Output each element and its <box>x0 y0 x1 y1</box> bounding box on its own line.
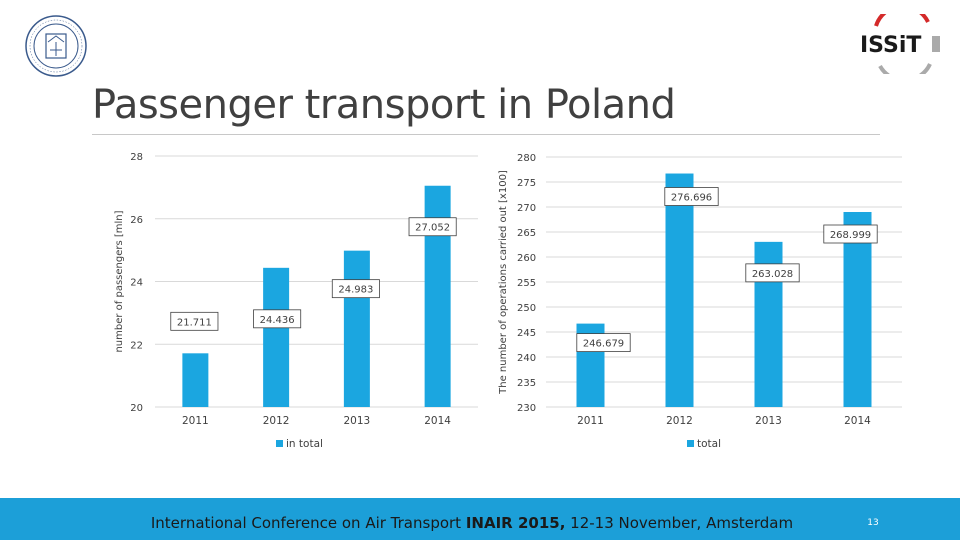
chart2-y-tick-label: 270 <box>517 203 536 214</box>
chart1-data-label: 27.052 <box>415 223 450 234</box>
chart1-y-axis-label: number of passengers [mln] <box>114 210 125 352</box>
chart1-y-tick-label: 22 <box>130 340 143 351</box>
chart1-y-tick-label: 26 <box>130 215 143 226</box>
chart2-data-label-box <box>745 263 800 283</box>
chart2-y-tick-label: 245 <box>517 328 536 339</box>
chart1-x-tick-label: 2013 <box>344 415 371 427</box>
chart2-y-tick-label: 265 <box>517 228 536 239</box>
chart1-data-label-box <box>253 309 302 329</box>
chart2-data-label-box <box>664 187 719 206</box>
chart1-y-tick-label: 20 <box>130 403 143 414</box>
chart2-y-axis-label: The number of operations carried out [x1… <box>498 170 509 395</box>
passengers-chart: 20 22 24 26 28 2011 21.711 2012 24.436 2013 24.983… <box>114 152 478 450</box>
footer-bold: INAIR 2015, <box>465 514 566 532</box>
chart2-data-label: 268.999 <box>830 230 871 241</box>
chart2-y-tick-label: 275 <box>517 178 536 189</box>
issit-logo: ISSiT <box>860 14 940 74</box>
operations-chart: 230 235 240 245 250 255 260 265 270 275 280 2011 246… <box>498 153 902 450</box>
chart1-x-tick-label: 2012 <box>263 415 290 427</box>
footer-bar <box>0 498 960 540</box>
chart2-data-label-box <box>823 224 878 244</box>
page-number: 13 <box>867 518 879 528</box>
chart1-data-label: 24.436 <box>260 315 295 326</box>
chart1-x-tick-label: 2011 <box>182 415 209 427</box>
chart2-data-label-box <box>576 333 631 353</box>
logo-text: ISSiT <box>860 33 921 58</box>
chart2-x-tick-label: 2011 <box>577 415 604 427</box>
chart2-x-tick-label: 2014 <box>844 415 871 427</box>
footer-text: International Conference on Air Transpor… <box>0 514 944 532</box>
chart2-bar <box>665 173 694 407</box>
chart2-bar <box>843 212 872 407</box>
title-divider <box>92 134 880 135</box>
footer-suffix: 12-13 November, Amsterdam <box>565 514 794 532</box>
chart1-x-tick-label: 2014 <box>424 415 451 427</box>
chart2-y-tick-label: 240 <box>517 353 536 364</box>
chart2-legend-label: total <box>697 438 721 450</box>
chart1-legend-label: in total <box>286 438 323 450</box>
chart2-y-tick-label: 230 <box>517 403 536 414</box>
chart1-bar <box>263 267 290 407</box>
chart2-data-label: 263.028 <box>752 269 793 280</box>
chart1-y-tick-label: 28 <box>130 152 143 163</box>
slide-title: Passenger transport in Poland <box>92 82 676 128</box>
chart2-y-tick-label: 280 <box>517 153 536 164</box>
chart2-data-label: 276.696 <box>671 193 712 204</box>
chart1-bar <box>182 353 209 407</box>
chart2-x-tick-label: 2013 <box>755 415 782 427</box>
chart2-x-tick-label: 2012 <box>666 415 693 427</box>
chart2-y-tick-label: 235 <box>517 378 536 389</box>
chart2-data-label: 246.679 <box>583 339 624 350</box>
chart1-data-label-box <box>170 311 219 331</box>
chart2-legend-swatch <box>687 440 694 447</box>
chart1-data-label: 24.983 <box>338 285 373 296</box>
chart1-data-label-box <box>331 279 380 299</box>
chart1-data-label-box <box>408 217 457 237</box>
chart1-bar <box>343 250 370 407</box>
footer-prefix: International Conference on Air Transpor… <box>150 514 466 532</box>
chart2-y-tick-label: 255 <box>517 278 536 289</box>
chart1-data-label: 21.711 <box>177 317 212 328</box>
university-seal-icon <box>25 15 87 77</box>
chart1-legend-swatch <box>276 440 283 447</box>
chart1-y-tick-label: 24 <box>130 278 143 289</box>
chart2-y-tick-label: 260 <box>517 253 536 264</box>
chart2-y-tick-label: 250 <box>517 303 536 314</box>
